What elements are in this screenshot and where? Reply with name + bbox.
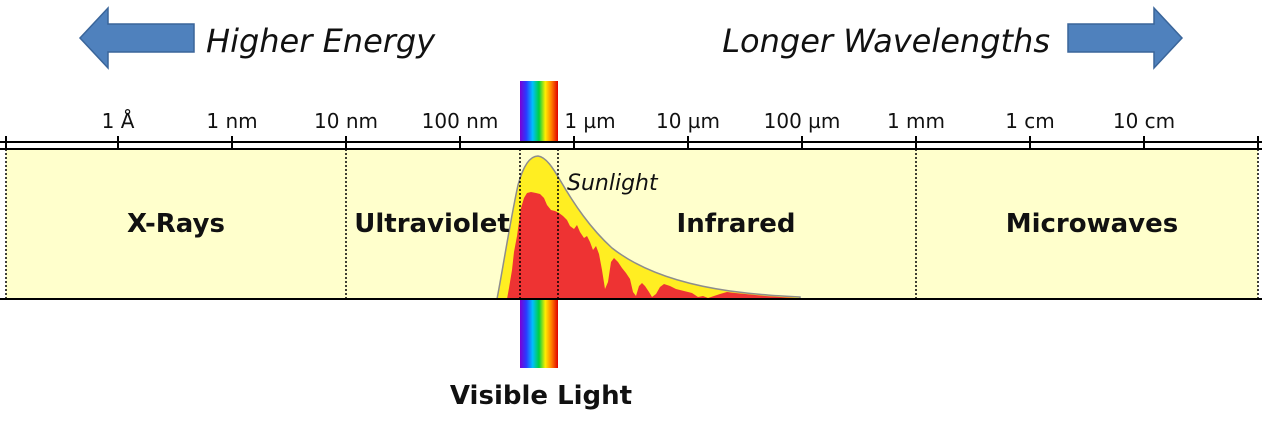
visible-spectrum-bottom [520, 300, 558, 368]
tick-label: 1 Å [102, 109, 135, 133]
band-dividers [5, 149, 1259, 299]
tick-label: 10 µm [656, 109, 720, 133]
longer-wavelengths-label: Longer Wavelengths [722, 22, 1050, 60]
tick-label: 1 cm [1005, 109, 1055, 133]
sunlight-label: Sunlight [567, 171, 659, 196]
tick-label: 1 mm [887, 109, 945, 133]
band-label-ultraviolet: Ultraviolet [354, 209, 510, 239]
band-label-xrays: X-Rays [127, 209, 225, 239]
tick-label: 1 µm [564, 109, 615, 133]
tick-label: 100 nm [422, 109, 499, 133]
tick-label: 10 nm [314, 109, 378, 133]
right-arrow-icon [1067, 6, 1184, 70]
left-arrow-icon [78, 6, 195, 70]
tick-label: 10 cm [1113, 109, 1175, 133]
axis [0, 136, 1262, 148]
higher-energy-label: Higher Energy [206, 22, 436, 60]
visible-spectrum-top [520, 81, 558, 141]
tick-label: 1 nm [206, 109, 257, 133]
band-label-infrared: Infrared [677, 209, 796, 239]
tick-labels: 1 Å 1 nm 10 nm 100 nm 1 µm 10 µm 100 µm … [102, 109, 1176, 133]
sunlight-inner-area [507, 192, 800, 299]
tick-label: 100 µm [764, 109, 841, 133]
band-label-microwaves: Microwaves [1006, 209, 1179, 239]
visible-light-label: Visible Light [450, 381, 632, 411]
